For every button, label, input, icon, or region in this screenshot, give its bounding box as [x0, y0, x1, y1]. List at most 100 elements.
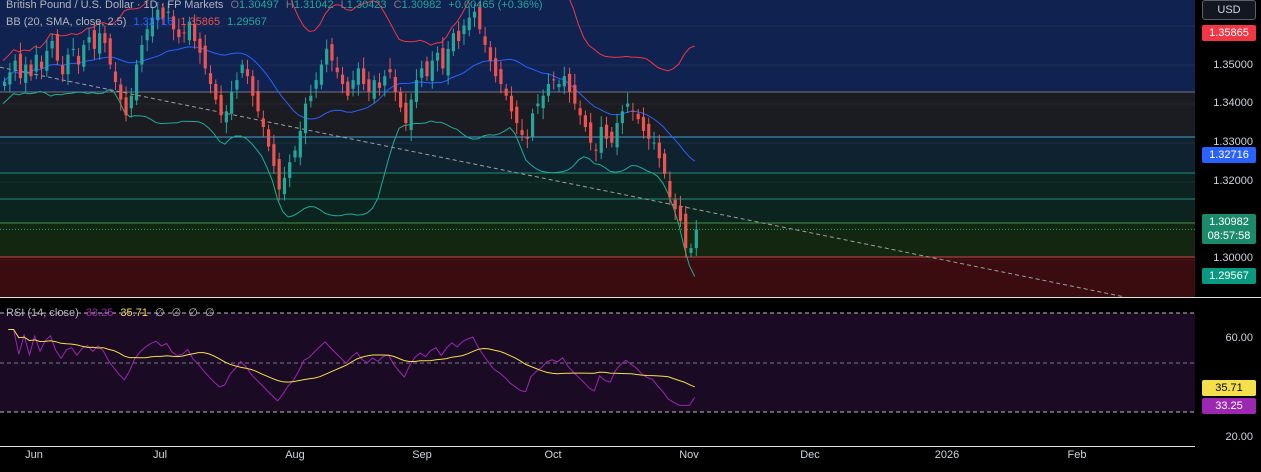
candle-body: [599, 127, 603, 153]
candle-body: [488, 47, 492, 61]
price-tick: 1.30000: [1213, 252, 1253, 264]
candle-body: [615, 123, 619, 148]
candle-body: [604, 124, 609, 139]
candle-body: [499, 69, 503, 85]
candle-body: [583, 115, 587, 128]
candle-body: [251, 76, 255, 96]
price-tick: 1.33000: [1213, 136, 1253, 148]
candle-body: [552, 79, 556, 81]
currency-button[interactable]: USD: [1202, 0, 1256, 20]
candle-body: [504, 88, 508, 96]
candle-body: [356, 68, 360, 85]
bb-legend[interactable]: BB (20, SMA, close, 2.5) 1.32716 1.35865…: [6, 16, 271, 28]
rsi-legend[interactable]: RSI (14, close) 33.25 35.71 ∅ ∅ ∅ ∅: [6, 306, 219, 319]
change-value: +0.00465 (+0.36%): [448, 0, 543, 11]
candle-body: [119, 84, 123, 100]
candle-body: [340, 74, 345, 85]
candle-body: [219, 94, 223, 116]
candle-body: [245, 69, 250, 77]
candle-body: [124, 97, 128, 116]
candle-body: [652, 142, 656, 144]
candle-body: [309, 95, 313, 102]
candle-body: [92, 30, 96, 49]
rsi-extra: ∅: [171, 307, 182, 319]
candle-body: [483, 36, 487, 45]
time-label: Jul: [152, 449, 168, 461]
candle-body: [140, 44, 144, 65]
candle-body: [684, 213, 688, 249]
candle-body: [256, 91, 260, 112]
candle-body: [103, 33, 107, 43]
candle-body: [129, 95, 133, 109]
zone-blue-top: [0, 0, 1195, 92]
candle-body: [66, 54, 70, 75]
candle-body: [24, 64, 28, 83]
candle-body: [647, 123, 651, 139]
candle-body: [314, 80, 318, 89]
candle-body: [531, 113, 535, 137]
time-label: 2026: [934, 449, 960, 461]
candle-body: [520, 130, 524, 135]
candle-body: [578, 108, 582, 116]
candle-body: [267, 129, 271, 147]
candle-body: [346, 81, 350, 96]
candle-body: [145, 29, 149, 41]
candle-body: [631, 110, 635, 112]
candle-body: [187, 21, 191, 41]
price-tick: 1.35000: [1213, 59, 1253, 71]
candle-body: [567, 73, 572, 92]
candle-body: [303, 103, 308, 134]
candle-body: [435, 52, 440, 61]
candle-body: [34, 54, 38, 72]
symbol-title[interactable]: British Pound / U.S. Dollar · 1D · FP Ma…: [6, 0, 224, 11]
candle-body: [399, 91, 403, 108]
bb-upper-tag: 1.35865: [1202, 25, 1256, 41]
candle-body: [39, 61, 44, 69]
candle-body: [541, 95, 545, 109]
rsi-label: RSI (14, close): [6, 307, 79, 319]
zone-gray: [0, 92, 1195, 137]
rsi-ma-line: [8, 329, 695, 388]
candle-body: [293, 150, 297, 158]
bb-upper-value: 1.35865: [180, 16, 221, 28]
time-label: Sep: [412, 449, 432, 461]
candle-body: [87, 37, 91, 43]
candle-body: [71, 48, 75, 51]
candle-body: [108, 38, 112, 65]
candle-body: [166, 11, 170, 13]
candle-body: [377, 82, 382, 88]
candle-body: [515, 106, 519, 124]
candle-body: [135, 64, 139, 101]
candle-body: [589, 122, 593, 143]
candle-body: [673, 199, 677, 210]
bb-lower-line: [2, 89, 696, 277]
candle-body: [409, 99, 413, 131]
candle-body: [277, 159, 281, 190]
rsi-extra: ∅: [188, 307, 198, 319]
candle-body: [55, 33, 59, 61]
price-tick: 1.34000: [1213, 97, 1253, 109]
candle-body: [156, 9, 160, 20]
time-label: Jun: [25, 449, 43, 461]
candle-body: [13, 60, 17, 70]
rsi-ma-value: 35.71: [120, 307, 148, 319]
candle-body: [203, 45, 207, 69]
candle-body: [573, 84, 577, 104]
candle-body: [214, 84, 218, 100]
candle-body: [626, 103, 630, 107]
candle-body: [393, 76, 397, 92]
candle-body: [50, 41, 54, 49]
time-label: Nov: [679, 449, 699, 461]
candle-body: [330, 44, 334, 61]
close-value: 1.30982: [401, 0, 442, 11]
low-value: 1.30423: [346, 0, 387, 11]
candle-body: [367, 79, 371, 92]
bb-label: BB (20, SMA, close, 2.5): [6, 16, 127, 28]
candle-body: [610, 131, 614, 143]
candle-body: [150, 17, 155, 37]
symbol-legend: British Pound / U.S. Dollar · 1D · FP Ma…: [6, 0, 543, 11]
trend-line: [0, 66, 1126, 298]
candle-body: [76, 55, 81, 65]
high-value: 1.31042: [293, 0, 334, 11]
